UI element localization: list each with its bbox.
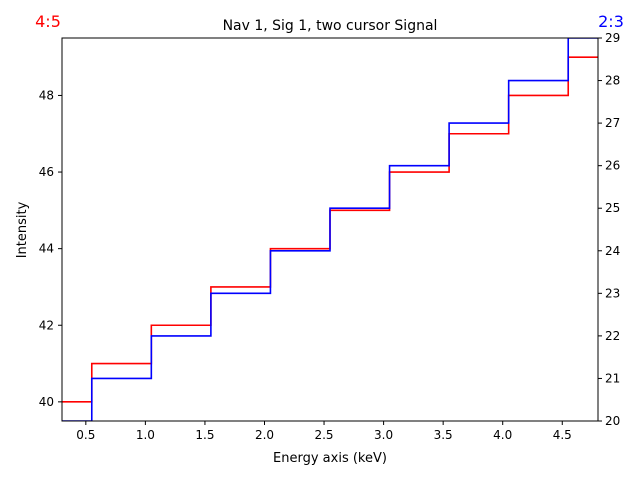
y-left-tick-label: 42 xyxy=(39,318,54,332)
y-right-tick-label: 29 xyxy=(605,31,620,45)
y-right-tick-label: 27 xyxy=(605,116,620,130)
tick-layer: 0.5 1.0 1.5 2.0 2.5 3.0 3.5 4.0 4.5 40 42 44 46 48 20 2… xyxy=(39,31,621,442)
x-tick-label: 4.0 xyxy=(493,428,512,442)
series-layer xyxy=(62,38,598,421)
y-axis-label: Intensity xyxy=(15,201,30,258)
x-tick-label: 2.0 xyxy=(255,428,274,442)
y-right-tick-label: 23 xyxy=(605,286,620,300)
x-tick-label: 3.0 xyxy=(374,428,393,442)
y-right-tick-label: 26 xyxy=(605,159,620,173)
y-left-tick-label: 46 xyxy=(39,165,54,179)
x-axis-label: Energy axis (keV) xyxy=(273,451,387,466)
x-tick-label: 1.0 xyxy=(136,428,155,442)
y-right-tick-label: 21 xyxy=(605,371,620,385)
x-tick-label: 1.5 xyxy=(195,428,214,442)
right-axis-corner-label: 2:3 xyxy=(598,12,624,31)
y-right-tick-label: 24 xyxy=(605,244,620,258)
y-right-tick-label: 20 xyxy=(605,414,620,428)
y-left-tick-label: 48 xyxy=(39,88,54,102)
x-tick-label: 4.5 xyxy=(553,428,572,442)
x-tick-label: 2.5 xyxy=(314,428,333,442)
y-right-tick-label: 28 xyxy=(605,74,620,88)
x-tick-label: 3.5 xyxy=(434,428,453,442)
series-line-right xyxy=(62,38,598,421)
y-right-tick-label: 25 xyxy=(605,201,620,215)
x-tick-label: 0.5 xyxy=(76,428,95,442)
chart-title: Nav 1, Sig 1, two cursor Signal xyxy=(223,18,438,34)
plot-frame xyxy=(61,37,599,422)
y-right-tick-label: 22 xyxy=(605,329,620,343)
y-left-tick-label: 40 xyxy=(39,395,54,409)
y-left-tick-label: 44 xyxy=(39,242,54,256)
left-axis-corner-label: 4:5 xyxy=(35,12,61,31)
